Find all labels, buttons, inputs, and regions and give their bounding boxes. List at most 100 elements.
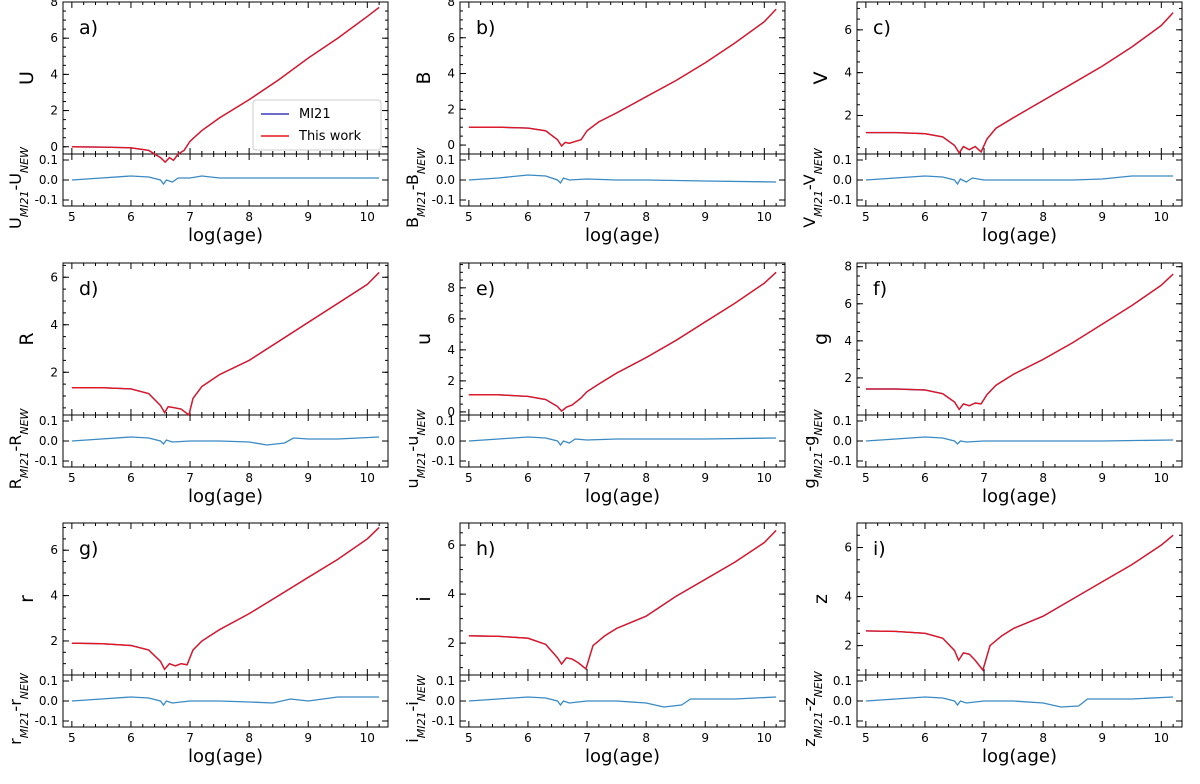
y-tick-label: 8: [447, 0, 455, 9]
x-tick-label: 10: [1154, 731, 1169, 745]
series-line-mi21: [468, 8, 777, 148]
series-line-this-work: [468, 529, 777, 671]
panel-h: 2 4 6 -0.1 0.0 0.1 5 6 7 8 9 10 log(age) i iMI21-iNEW h…: [403, 522, 786, 767]
x-tick-label: 6: [524, 210, 532, 224]
residual-line: [865, 436, 1174, 445]
y-tick-label: 0: [447, 405, 455, 419]
series-line-mi21: [468, 271, 777, 413]
y-tick-label: 0: [50, 140, 58, 154]
diff-y-tick-label: 0.0: [833, 173, 852, 187]
y-tick-label: 2: [50, 634, 58, 648]
panel-b: 0 2 4 6 8 -0.1 0.0 0.1 5 6 7 8 9 10 log(age) B BMI21-BNE…: [403, 0, 786, 246]
x-axis-label: log(age): [982, 486, 1057, 507]
main-plot-frame: [459, 262, 786, 416]
series-line-mi21: [71, 272, 380, 417]
x-tick-label: 5: [862, 731, 870, 745]
series-line-this-work: [468, 271, 777, 412]
series-line-this-work: [71, 272, 380, 417]
x-axis-label: log(age): [982, 746, 1057, 767]
y-axis-label: u: [413, 333, 435, 345]
y-tick-label: 2: [844, 108, 852, 122]
diff-y-tick-label: -0.1: [35, 454, 58, 468]
y-axis-label: B: [413, 71, 435, 84]
x-tick-label: 6: [127, 731, 135, 745]
y-tick-label: 6: [844, 23, 852, 37]
y-axis-label: V: [810, 72, 832, 85]
y-tick-label: 6: [447, 31, 455, 45]
residual-line: [865, 696, 1174, 708]
residual-line: [468, 174, 777, 185]
main-plot-frame: [856, 522, 1183, 676]
y-tick-label: 6: [844, 297, 852, 311]
series-line-mi21: [865, 534, 1174, 672]
legend-label-this-work: This work: [298, 129, 362, 144]
diff-y-tick-label: 0.0: [436, 434, 455, 448]
x-tick-label: 5: [68, 471, 76, 485]
x-tick-label: 5: [68, 210, 76, 224]
x-tick-label: 6: [524, 471, 532, 485]
x-axis-label: log(age): [982, 225, 1057, 246]
panel-d: 2 4 6 -0.1 0.0 0.1 5 6 7 8 9 10 log(age) R RMI21-RNEW d…: [6, 262, 389, 507]
residual-y-axis-label: BMI21-BNEW: [403, 147, 428, 228]
x-axis-label: log(age): [585, 225, 660, 246]
main-plot-frame: [62, 522, 389, 676]
x-tick-label: 8: [1039, 471, 1047, 485]
diff-y-tick-label: 0.1: [436, 674, 455, 688]
x-tick-label: 10: [1154, 210, 1169, 224]
y-tick-label: 6: [50, 543, 58, 557]
x-tick-label: 8: [642, 471, 650, 485]
x-tick-label: 5: [465, 210, 473, 224]
diff-y-tick-label: 0.1: [436, 414, 455, 428]
diff-y-tick-label: 0.0: [833, 434, 852, 448]
y-tick-label: 2: [50, 365, 58, 379]
diff-y-tick-label: 0.1: [39, 414, 58, 428]
panel-letter: d): [79, 278, 98, 300]
panel-f: 2 4 6 8 -0.1 0.0 0.1 5 6 7 8 9 10 log(age) g gMI21-gNEW…: [800, 260, 1183, 507]
series-line-this-work: [71, 527, 380, 671]
main-plot-frame: [856, 262, 1183, 416]
series-line-this-work: [865, 12, 1174, 155]
x-tick-label: 10: [757, 210, 772, 224]
diff-y-tick-label: 0.0: [39, 694, 58, 708]
diff-y-tick-label: 0.0: [436, 173, 455, 187]
x-axis-label: log(age): [188, 746, 263, 767]
legend-label-mi21: MI21: [299, 107, 331, 122]
residual-line: [865, 175, 1174, 186]
x-axis-label: log(age): [188, 225, 263, 246]
y-tick-label: 4: [50, 318, 58, 332]
diff-y-tick-label: 0.1: [833, 674, 852, 688]
series-line-mi21: [71, 526, 380, 671]
x-axis-label: log(age): [585, 746, 660, 767]
residual-y-axis-label: UMI21-UNEW: [6, 146, 31, 229]
series-line-this-work: [71, 6, 380, 164]
x-tick-label: 5: [465, 471, 473, 485]
diff-y-tick-label: -0.1: [432, 714, 455, 728]
y-tick-label: 2: [447, 102, 455, 116]
y-tick-label: 6: [844, 541, 852, 555]
legend: MI21 This work: [252, 99, 382, 151]
panel-a: 0 2 4 6 8 -0.1 0.0 0.1 5 6 7 8 9 10 log(age) U UMI21-UNE…: [6, 0, 389, 246]
x-tick-label: 6: [921, 210, 929, 224]
panel-letter: a): [79, 17, 98, 39]
x-tick-label: 5: [465, 731, 473, 745]
x-tick-label: 6: [921, 471, 929, 485]
diff-y-tick-label: -0.1: [829, 454, 852, 468]
x-tick-label: 8: [1039, 210, 1047, 224]
y-tick-label: 4: [447, 343, 455, 357]
series-line-this-work: [865, 534, 1174, 672]
main-plot-frame: [856, 1, 1183, 155]
main-plot-frame: [459, 522, 786, 676]
y-tick-label: 0: [447, 138, 455, 152]
panel-e: 0 2 4 6 8 -0.1 0.0 0.1 5 6 7 8 9 10 log(age) u uMI21-uNE…: [403, 262, 786, 507]
y-tick-label: 6: [50, 31, 58, 45]
y-tick-label: 2: [844, 639, 852, 653]
x-tick-label: 9: [304, 471, 312, 485]
x-tick-label: 10: [757, 731, 772, 745]
y-axis-label: i: [413, 596, 435, 601]
x-tick-label: 9: [701, 731, 709, 745]
y-tick-label: 4: [844, 334, 852, 348]
residual-y-axis-label: VMI21-VNEW: [800, 147, 825, 228]
series-line-this-work: [468, 8, 777, 148]
residual-y-axis-label: iMI21-iNEW: [403, 674, 428, 743]
